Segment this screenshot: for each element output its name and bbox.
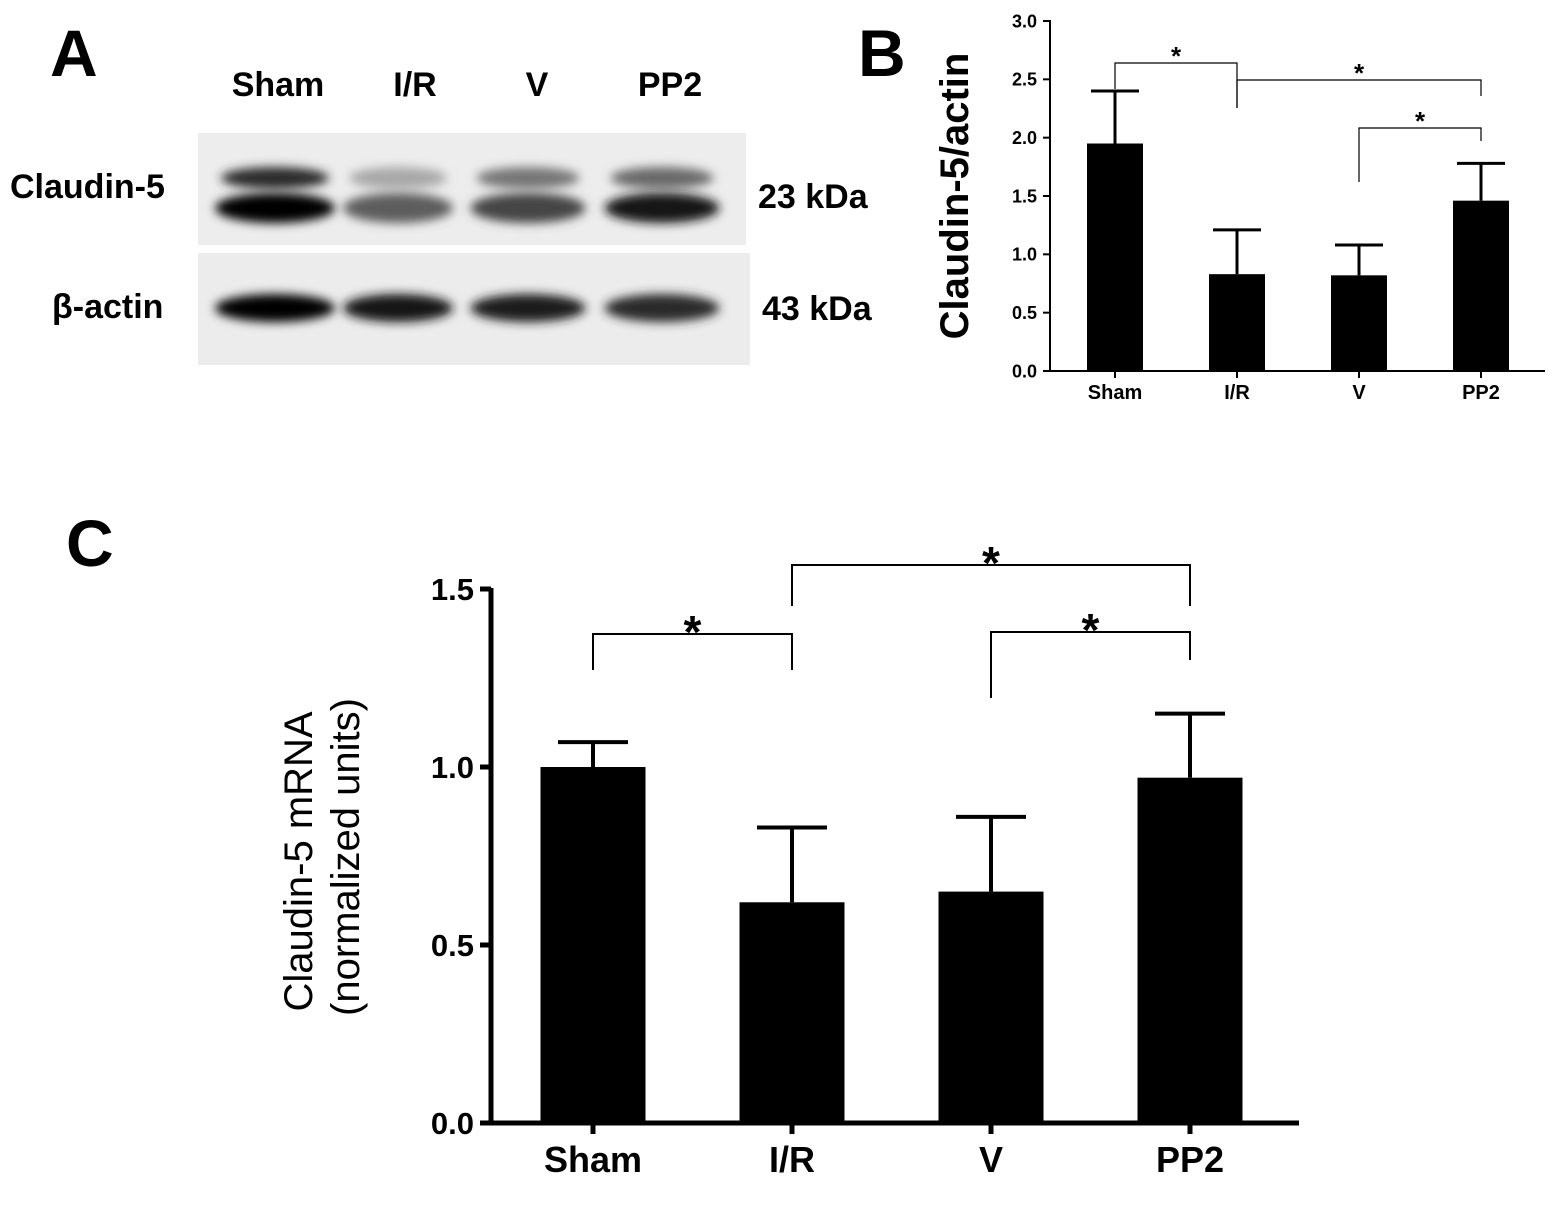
y-tick-label: 1.5 (1012, 186, 1037, 206)
y-tick-label: 1.5 (431, 572, 474, 607)
y-axis-label-line1: Claudin-5 mRNA (277, 711, 321, 1011)
x-tick-label: I/R (769, 1139, 815, 1180)
blot-row-label-claudin5: Claudin-5 (10, 168, 165, 206)
significance-star: * (1354, 58, 1365, 88)
blot-strip-claudin5 (198, 133, 746, 245)
y-tick-label: 2.0 (1012, 128, 1037, 148)
x-tick-label: I/R (1224, 382, 1250, 404)
x-tick-label: PP2 (1462, 382, 1500, 404)
y-axis-label: Claudin-5/actin (933, 53, 977, 340)
blot-row-label-actin: β-actin (52, 288, 163, 326)
blot-band-actin (343, 294, 453, 322)
significance-star: * (1171, 41, 1182, 71)
blot-band-claudin5-lower (215, 193, 335, 223)
y-tick-label: 0.0 (1012, 361, 1037, 381)
bar (1087, 143, 1143, 371)
blot-size-claudin5: 23 kDa (758, 178, 869, 216)
chart-b: Claudin-5/actin 0.0 0.5 1.0 1.5 2.0 2.5 3.0 Sha… (933, 11, 1545, 404)
x-tick-label: Sham (1088, 382, 1142, 404)
x-tick-label: Sham (544, 1139, 642, 1180)
y-tick-label: 2.5 (1012, 70, 1037, 90)
significance-bracket (1236, 79, 1482, 108)
y-tick-label: 0.0 (431, 1106, 474, 1141)
blot-band-claudin5-upper (221, 167, 329, 189)
blot-band-claudin5-upper (610, 167, 714, 189)
x-tick-label: V (1352, 382, 1366, 404)
panel-label-c: C (66, 506, 114, 580)
panel-label-a: A (50, 16, 98, 90)
y-tick-label: 1.0 (431, 750, 474, 785)
blot-lane-label: V (526, 66, 549, 104)
significance-bracket (592, 633, 793, 670)
panel-label-b: B (858, 16, 906, 90)
bar (1137, 777, 1243, 1123)
blot-band-claudin5-lower (604, 193, 720, 223)
blot-band-claudin5-lower (470, 193, 586, 223)
bar (938, 891, 1044, 1123)
blot-band-actin (604, 294, 720, 322)
significance-bracket (791, 564, 1191, 606)
blot-band-actin (470, 294, 586, 322)
blot-lane-label: Sham (232, 66, 325, 104)
blot-band-claudin5-lower (343, 193, 453, 223)
blot-size-actin: 43 kDa (762, 290, 873, 328)
chart-c: Claudin-5 mRNA (normalized units) 0.0 0.5… (277, 537, 1299, 1180)
bar (1331, 275, 1387, 371)
significance-bracket (990, 631, 1191, 698)
bar (739, 902, 845, 1123)
blot-band-actin (215, 294, 335, 322)
y-tick-label: 0.5 (1012, 303, 1037, 323)
significance-star: * (982, 537, 1000, 589)
blot-lane-label: PP2 (638, 66, 702, 104)
y-tick-label: 1.0 (1012, 245, 1037, 265)
significance-star: * (1082, 604, 1100, 656)
y-axis-label-line2: (normalized units) (324, 698, 368, 1016)
x-tick-label: V (979, 1139, 1003, 1180)
significance-bracket (1358, 127, 1482, 182)
y-tick-label: 0.5 (431, 928, 474, 963)
blot-lane-label: I/R (393, 66, 436, 104)
y-tick-label: 3.0 (1012, 11, 1037, 31)
bar (1453, 200, 1509, 371)
bar (1209, 274, 1265, 371)
significance-star: * (1415, 106, 1426, 136)
x-tick-label: PP2 (1156, 1139, 1224, 1180)
blot-band-claudin5-upper (476, 167, 580, 189)
blot-band-claudin5-upper (349, 167, 447, 189)
significance-star: * (684, 606, 702, 658)
y-axis-label: Claudin-5 mRNA (normalized units) (277, 698, 368, 1016)
bar (540, 767, 646, 1123)
western-blot: Sham I/R V PP2 Claudin-5 β-actin 23 kDa … (10, 66, 873, 365)
